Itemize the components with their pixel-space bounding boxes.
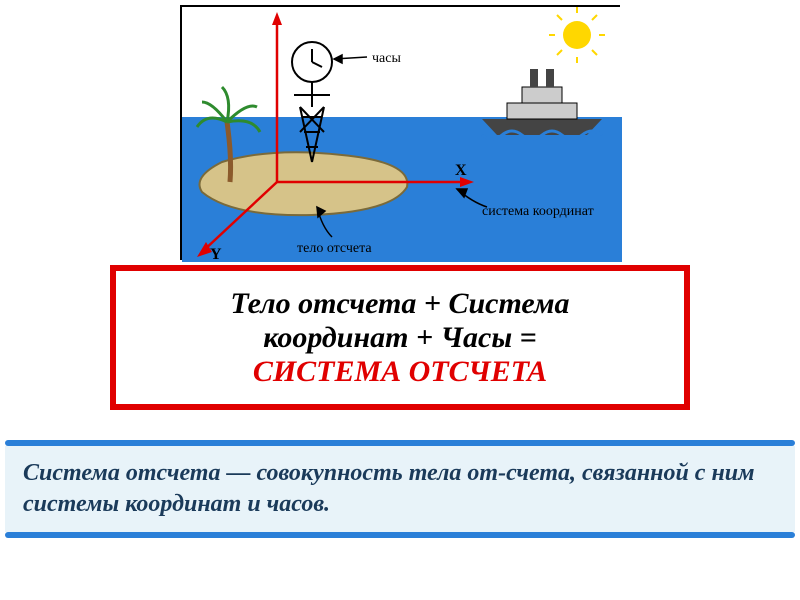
def-bottom-bar [5, 532, 795, 538]
coord-label: система координат [482, 204, 594, 219]
y-axis-label: Y [210, 246, 222, 262]
clock-label: часы [372, 51, 401, 66]
definition-term: Система отсчета [23, 460, 220, 486]
formula-box: Тело отсчета + Система координат + Часы … [110, 265, 690, 410]
definition-text: Система отсчета — совокупность тела от-с… [5, 446, 795, 532]
formula-result: СИСТЕМА ОТСЧЕТА [253, 355, 547, 389]
reference-frame-diagram: часы X Y система координат [180, 5, 620, 260]
physics-slide: часы X Y система координат [0, 0, 800, 600]
body-label: тело отсчета [297, 241, 372, 256]
clock-icon [292, 42, 332, 82]
definition-block: Система отсчета — совокупность тела от-с… [5, 440, 795, 538]
diagram-svg: часы X Y система координат [182, 7, 622, 262]
x-axis-label: X [455, 162, 467, 179]
formula-line-2: координат + Часы = [263, 321, 537, 355]
formula-line-1: Тело отсчета + Система [230, 287, 569, 321]
